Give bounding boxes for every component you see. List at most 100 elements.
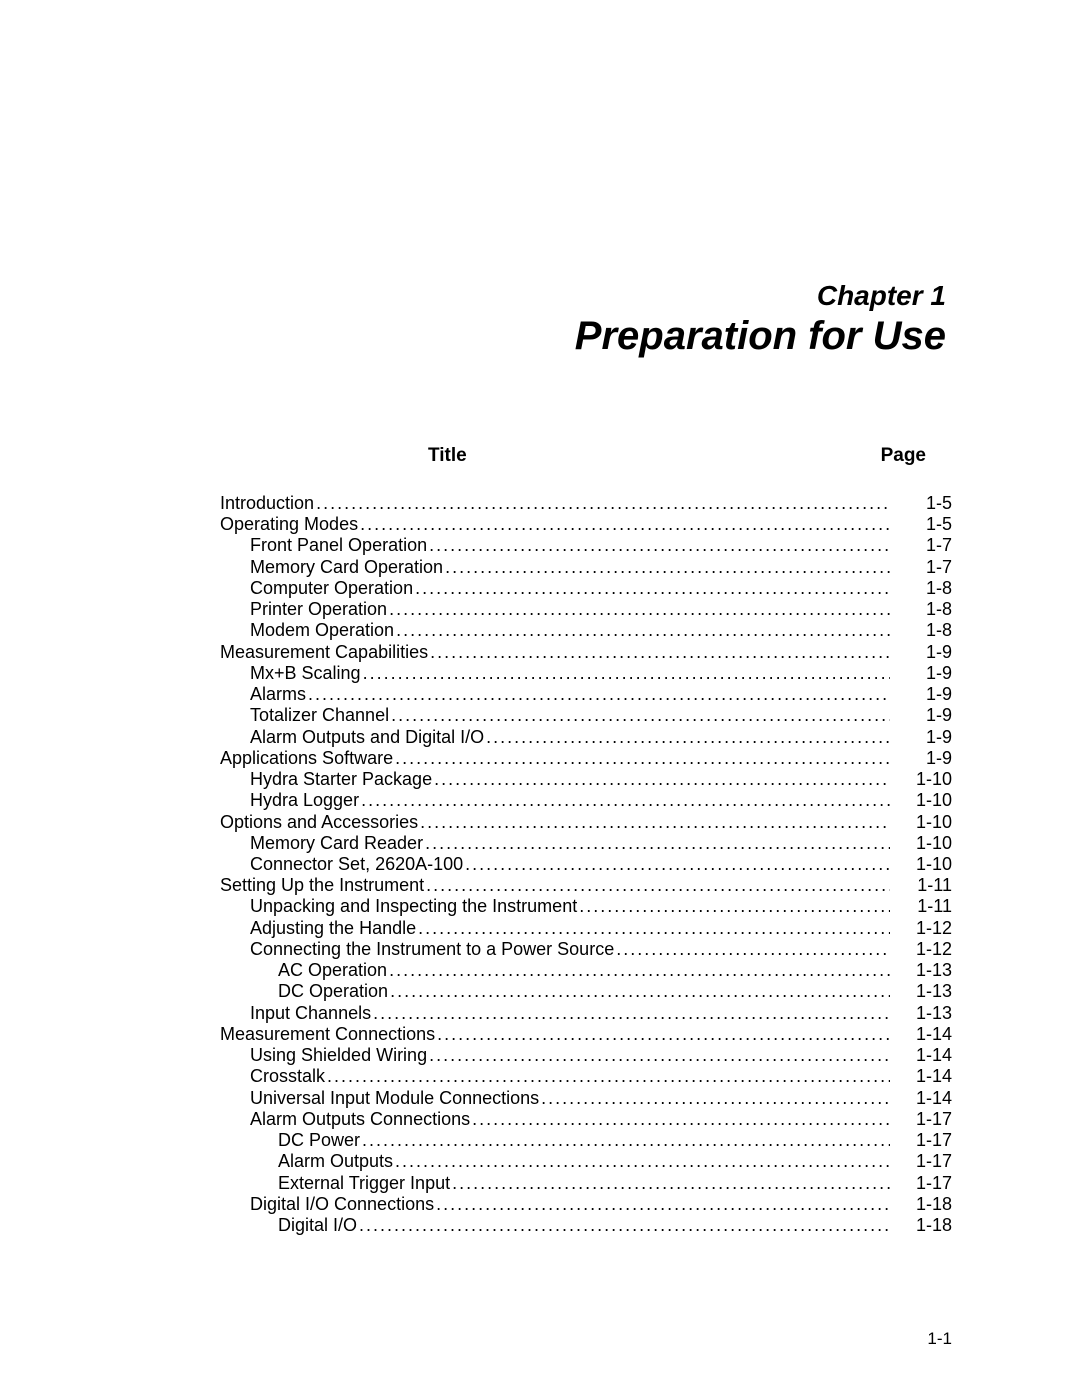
toc-entry-title: Using Shielded Wiring bbox=[250, 1045, 429, 1066]
table-of-contents: Introduction1-5Operating Modes1-5Front P… bbox=[210, 493, 952, 1236]
toc-row: Printer Operation1-8 bbox=[210, 599, 952, 620]
toc-leader-dots bbox=[395, 748, 890, 769]
toc-entry-title: Digital I/O Connections bbox=[250, 1194, 436, 1215]
toc-entry-title: Alarms bbox=[250, 684, 308, 705]
toc-entry-page: 1-17 bbox=[890, 1173, 952, 1194]
toc-row: Alarms1-9 bbox=[210, 684, 952, 705]
toc-row: Digital I/O 1-18 bbox=[210, 1215, 952, 1236]
toc-entry-title: Crosstalk bbox=[250, 1066, 327, 1087]
toc-entry-page: 1-8 bbox=[890, 620, 952, 641]
toc-entry-page: 1-10 bbox=[890, 790, 952, 811]
toc-entry-title: Modem Operation bbox=[250, 620, 396, 641]
toc-entry-page: 1-9 bbox=[890, 727, 952, 748]
toc-row: Totalizer Channel 1-9 bbox=[210, 705, 952, 726]
toc-row: Alarm Outputs 1-17 bbox=[210, 1151, 952, 1172]
toc-leader-dots bbox=[425, 833, 890, 854]
toc-row: Hydra Logger 1-10 bbox=[210, 790, 952, 811]
toc-header-spacer bbox=[467, 445, 881, 467]
toc-leader-dots bbox=[359, 1215, 890, 1236]
toc-row: Adjusting the Handle1-12 bbox=[210, 918, 952, 939]
toc-leader-dots bbox=[452, 1173, 890, 1194]
toc-entry-title: Connector Set, 2620A-100 bbox=[250, 854, 465, 875]
toc-leader-dots bbox=[389, 599, 890, 620]
toc-entry-page: 1-7 bbox=[890, 535, 952, 556]
toc-entry-title: Applications Software bbox=[220, 748, 395, 769]
toc-leader-dots bbox=[360, 514, 890, 535]
toc-entry-title: Front Panel Operation bbox=[250, 535, 429, 556]
toc-row: Setting Up the Instrument1-11 bbox=[210, 875, 952, 896]
toc-entry-title: Hydra Logger bbox=[250, 790, 361, 811]
toc-row: DC Operation1-13 bbox=[210, 981, 952, 1002]
document-page: Chapter 1 Preparation for Use Title Page… bbox=[0, 0, 1080, 1397]
toc-entry-page: 1-17 bbox=[890, 1109, 952, 1130]
toc-entry-page: 1-17 bbox=[890, 1151, 952, 1172]
toc-entry-title: Alarm Outputs Connections bbox=[250, 1109, 472, 1130]
toc-entry-title: Hydra Starter Package bbox=[250, 769, 434, 790]
toc-entry-title: Setting Up the Instrument bbox=[220, 875, 426, 896]
toc-leader-dots bbox=[327, 1066, 890, 1087]
toc-entry-page: 1-18 bbox=[890, 1215, 952, 1236]
toc-entry-title: Printer Operation bbox=[250, 599, 389, 620]
page-number: 1-1 bbox=[927, 1329, 952, 1349]
toc-leader-dots bbox=[395, 1151, 890, 1172]
toc-leader-dots bbox=[436, 1194, 890, 1215]
toc-leader-dots bbox=[390, 981, 890, 1002]
toc-leader-dots bbox=[437, 1024, 890, 1045]
toc-leader-dots bbox=[486, 727, 890, 748]
toc-entry-title: Mx+B Scaling bbox=[250, 663, 363, 684]
toc-entry-title: Input Channels bbox=[250, 1003, 373, 1024]
toc-leader-dots bbox=[472, 1109, 890, 1130]
toc-row: Memory Card Reader1-10 bbox=[210, 833, 952, 854]
toc-entry-title: Adjusting the Handle bbox=[250, 918, 418, 939]
toc-entry-page: 1-5 bbox=[890, 514, 952, 535]
toc-entry-title: AC Operation bbox=[278, 960, 389, 981]
toc-entry-title: Digital I/O bbox=[278, 1215, 359, 1236]
toc-entry-title: Memory Card Operation bbox=[250, 557, 445, 578]
toc-row: Input Channels 1-13 bbox=[210, 1003, 952, 1024]
toc-entry-page: 1-14 bbox=[890, 1066, 952, 1087]
toc-entry-page: 1-9 bbox=[890, 663, 952, 684]
toc-row: Digital I/O Connections1-18 bbox=[210, 1194, 952, 1215]
toc-entry-title: Measurement Connections bbox=[220, 1024, 437, 1045]
toc-row: Front Panel Operation 1-7 bbox=[210, 535, 952, 556]
toc-entry-page: 1-10 bbox=[890, 854, 952, 875]
toc-header-title: Title bbox=[428, 445, 467, 467]
toc-leader-dots bbox=[426, 875, 890, 896]
toc-row: DC Power1-17 bbox=[210, 1130, 952, 1151]
toc-leader-dots bbox=[391, 705, 890, 726]
toc-entry-page: 1-14 bbox=[890, 1024, 952, 1045]
toc-leader-dots bbox=[465, 854, 890, 875]
toc-entry-page: 1-9 bbox=[890, 642, 952, 663]
toc-entry-page: 1-9 bbox=[890, 705, 952, 726]
toc-entry-title: Universal Input Module Connections bbox=[250, 1088, 541, 1109]
toc-leader-dots bbox=[445, 557, 890, 578]
toc-entry-title: DC Power bbox=[278, 1130, 362, 1151]
toc-entry-page: 1-10 bbox=[890, 769, 952, 790]
toc-row: Operating Modes1-5 bbox=[210, 514, 952, 535]
toc-row: AC Operation1-13 bbox=[210, 960, 952, 981]
toc-row: Universal Input Module Connections 1-14 bbox=[210, 1088, 952, 1109]
toc-leader-dots bbox=[541, 1088, 890, 1109]
toc-entry-title: Measurement Capabilities bbox=[220, 642, 430, 663]
toc-row: Introduction1-5 bbox=[210, 493, 952, 514]
toc-leader-dots bbox=[434, 769, 890, 790]
toc-entry-page: 1-13 bbox=[890, 1003, 952, 1024]
toc-entry-title: Totalizer Channel bbox=[250, 705, 391, 726]
toc-leader-dots bbox=[579, 896, 890, 917]
toc-leader-dots bbox=[316, 493, 890, 514]
toc-leader-dots bbox=[373, 1003, 890, 1024]
toc-entry-title: Alarm Outputs and Digital I/O bbox=[250, 727, 486, 748]
toc-entry-title: External Trigger Input bbox=[278, 1173, 452, 1194]
toc-entry-title: Options and Accessories bbox=[220, 812, 420, 833]
toc-leader-dots bbox=[430, 642, 890, 663]
toc-entry-title: Alarm Outputs bbox=[278, 1151, 395, 1172]
toc-row: Connecting the Instrument to a Power Sou… bbox=[210, 939, 952, 960]
toc-leader-dots bbox=[415, 578, 890, 599]
toc-entry-page: 1-13 bbox=[890, 981, 952, 1002]
toc-entry-page: 1-10 bbox=[890, 812, 952, 833]
toc-row: Modem Operation 1-8 bbox=[210, 620, 952, 641]
toc-leader-dots bbox=[361, 790, 890, 811]
toc-entry-page: 1-5 bbox=[890, 493, 952, 514]
toc-row: Hydra Starter Package 1-10 bbox=[210, 769, 952, 790]
toc-entry-page: 1-14 bbox=[890, 1088, 952, 1109]
